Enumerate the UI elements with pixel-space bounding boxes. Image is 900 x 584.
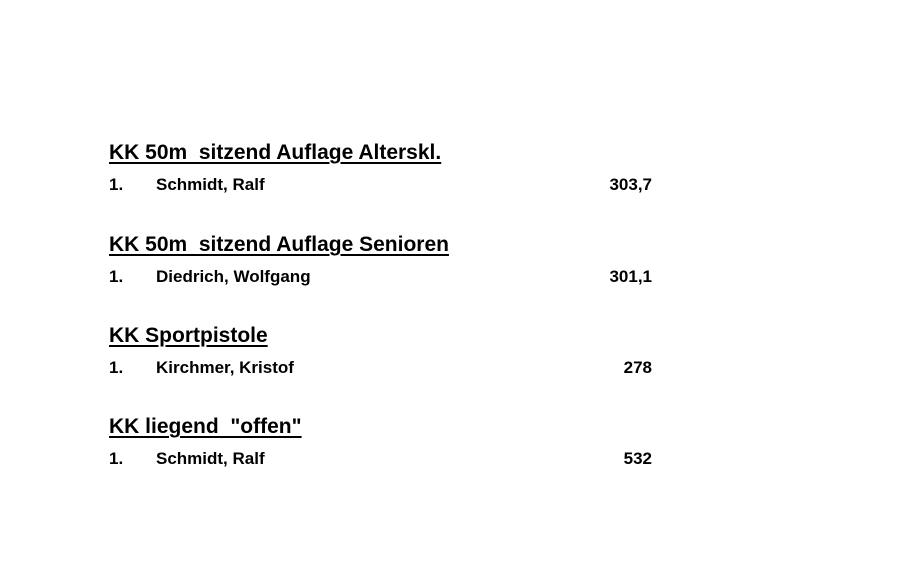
results-section: KK Sportpistole 1. Kirchmer, Kristof 278 bbox=[109, 324, 669, 379]
result-row: 1. Diedrich, Wolfgang 301,1 bbox=[109, 266, 669, 288]
shooter-name: Schmidt, Ralf bbox=[156, 449, 265, 468]
result-row: 1. Schmidt, Ralf 532 bbox=[109, 448, 669, 470]
results-section: KK 50m sitzend Auflage Alterskl. 1. Schm… bbox=[109, 141, 669, 196]
results-section: KK liegend "offen" 1. Schmidt, Ralf 532 bbox=[109, 415, 669, 470]
section-heading: KK 50m sitzend Auflage Alterskl. bbox=[109, 141, 442, 164]
result-row: 1. Kirchmer, Kristof 278 bbox=[109, 357, 669, 379]
score: 301,1 bbox=[609, 267, 652, 286]
section-heading: KK 50m sitzend Auflage Senioren bbox=[109, 233, 449, 256]
score: 303,7 bbox=[609, 175, 652, 194]
section-heading: KK Sportpistole bbox=[109, 324, 268, 347]
score: 278 bbox=[623, 358, 652, 377]
rank: 1. bbox=[109, 175, 124, 194]
shooter-name: Schmidt, Ralf bbox=[156, 175, 265, 194]
rank: 1. bbox=[109, 358, 124, 377]
rank: 1. bbox=[109, 267, 124, 286]
rank: 1. bbox=[109, 449, 124, 468]
score: 532 bbox=[623, 449, 652, 468]
result-row: 1. Schmidt, Ralf 303,7 bbox=[109, 174, 669, 196]
shooter-name: Kirchmer, Kristof bbox=[156, 358, 294, 377]
shooter-name: Diedrich, Wolfgang bbox=[156, 267, 311, 286]
results-section: KK 50m sitzend Auflage Senioren 1. Diedr… bbox=[109, 233, 669, 288]
section-heading: KK liegend "offen" bbox=[109, 415, 302, 438]
